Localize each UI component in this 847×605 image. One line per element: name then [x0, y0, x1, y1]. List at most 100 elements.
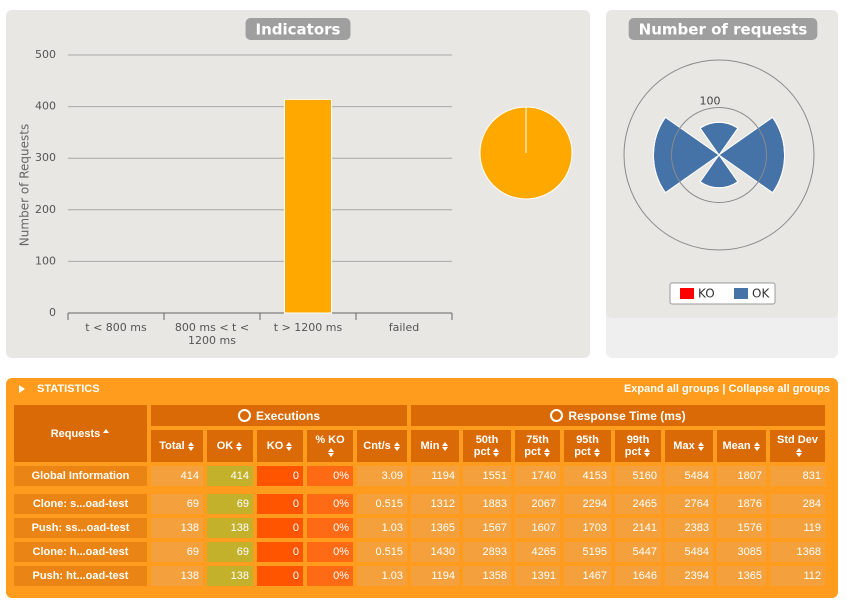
sort-icon: [753, 441, 761, 451]
legend-label: OK: [752, 287, 770, 301]
requests-header-text: Requests: [50, 427, 101, 440]
stat-cell: 69: [207, 542, 253, 562]
stat-cell: 1551: [463, 466, 511, 486]
collapse-link[interactable]: Collapse all groups: [728, 383, 830, 395]
stat-cell: 1703: [564, 518, 611, 538]
requests-header[interactable]: Requests: [14, 405, 147, 462]
stat-cell: 0: [257, 466, 303, 486]
sort-icon: [493, 447, 500, 457]
stat-cell: 138: [151, 518, 203, 538]
column-header[interactable]: Cnt/s: [357, 430, 407, 462]
statistics-title: STATISTICS: [37, 383, 100, 395]
request-name[interactable]: Clone: s...oad-test: [14, 494, 147, 514]
request-name[interactable]: Clone: h...oad-test: [14, 542, 147, 562]
stat-cell: 2067: [515, 494, 560, 514]
stat-cell: 2294: [564, 494, 611, 514]
y-tick-label: 200: [35, 203, 56, 216]
stat-cell: 0%: [307, 566, 353, 586]
column-header[interactable]: KO: [257, 430, 303, 462]
stat-cell: 1368: [770, 542, 825, 562]
chart-title: Indicators: [256, 21, 341, 39]
sort-icon: [795, 447, 803, 457]
separator: |: [722, 383, 726, 395]
column-header[interactable]: % KO: [307, 430, 353, 462]
sort-icon: [442, 441, 449, 451]
stat-cell: 138: [207, 518, 253, 538]
stat-cell: 1646: [615, 566, 661, 586]
request-name[interactable]: Global Information: [14, 466, 147, 486]
stat-cell: 1576: [717, 518, 766, 538]
stat-cell: 1740: [515, 466, 560, 486]
column-header-text: OK: [216, 440, 234, 452]
request-name[interactable]: Push: ht...oad-test: [14, 566, 147, 586]
stat-cell: 2893: [463, 542, 511, 562]
stat-cell: 0%: [307, 542, 353, 562]
stat-cell: 5484: [665, 542, 713, 562]
stat-cell: 0: [257, 542, 303, 562]
x-tick-label: 800 ms < t < 1200 ms: [174, 321, 250, 347]
expand-link[interactable]: Expand all groups: [623, 383, 720, 395]
sort-icon: [543, 447, 551, 457]
stat-cell: 2394: [665, 566, 713, 586]
stats-row: Push: ss...oad-test 138 138 0 0% 1.03 1365 1567…: [14, 518, 825, 538]
sort-icon: [328, 447, 335, 457]
group-header-text: Executions: [255, 409, 321, 423]
column-header[interactable]: Min: [411, 430, 459, 462]
column-header-text: Std Dev: [777, 434, 818, 446]
group-header: Response Time (ms): [411, 405, 825, 426]
stat-cell: 0.515: [357, 494, 407, 514]
column-header-text: 50th pct: [473, 434, 499, 458]
stat-cell: 2764: [665, 494, 713, 514]
stat-cell: 0: [257, 494, 303, 514]
stat-cell: 1194: [411, 466, 459, 486]
column-header[interactable]: 75th pct: [515, 430, 560, 462]
stat-cell: 2465: [615, 494, 661, 514]
column-header[interactable]: Total: [151, 430, 203, 462]
y-tick-label: 0: [49, 306, 56, 319]
stat-cell: 0: [257, 518, 303, 538]
stats-row: Clone: h...oad-test 69 69 0 0% 0.515 1430 2893 4…: [14, 542, 825, 562]
stat-cell: 1430: [411, 542, 459, 562]
group-actions: Expand all groups | Collapse all groups: [624, 383, 830, 395]
stat-cell: 4265: [515, 542, 560, 562]
stat-cell: 4153: [564, 466, 611, 486]
stat-cell: 1876: [717, 494, 766, 514]
bar: [283, 98, 333, 314]
y-tick-label: 100: [35, 254, 56, 267]
group-header-row: Requests Executions Response Time (ms): [14, 405, 825, 462]
expand-icon: [19, 385, 25, 393]
stat-cell: 69: [151, 494, 203, 514]
column-header[interactable]: Mean: [717, 430, 766, 462]
radial-tick-label: 100: [700, 95, 721, 108]
y-tick-label: 400: [35, 100, 56, 113]
column-header-text: Cnt/s: [363, 440, 391, 452]
column-header-text: % KO: [315, 434, 345, 446]
column-header[interactable]: OK: [207, 430, 253, 462]
x-tick-label: t < 800 ms: [85, 321, 147, 334]
column-header-text: KO: [266, 440, 284, 452]
stat-cell: 831: [770, 466, 825, 486]
column-header-text: Max: [673, 440, 695, 452]
column-header[interactable]: 95th pct: [564, 430, 611, 462]
column-header-text: Mean: [722, 440, 751, 452]
sort-icon: [697, 441, 705, 451]
legend-label: KO: [698, 287, 715, 301]
stat-cell: 5447: [615, 542, 661, 562]
column-header[interactable]: Std Dev: [770, 430, 825, 462]
column-header[interactable]: 99th pct: [615, 430, 661, 462]
column-header-text: 99th pct: [624, 434, 650, 458]
sort-icon: [286, 441, 293, 451]
stat-cell: 5195: [564, 542, 611, 562]
column-header[interactable]: 50th pct: [463, 430, 511, 462]
stat-cell: 1365: [411, 518, 459, 538]
charts: Indicators Number of requests Number of …: [6, 10, 838, 358]
group-icon: [237, 409, 251, 422]
y-tick-label: 500: [35, 48, 56, 61]
request-name[interactable]: Push: ss...oad-test: [14, 518, 147, 538]
column-header[interactable]: Max: [665, 430, 713, 462]
sort-icon: [103, 429, 110, 438]
stat-cell: 69: [207, 494, 253, 514]
stat-cell: 0: [257, 566, 303, 586]
sort-icon: [644, 447, 651, 457]
